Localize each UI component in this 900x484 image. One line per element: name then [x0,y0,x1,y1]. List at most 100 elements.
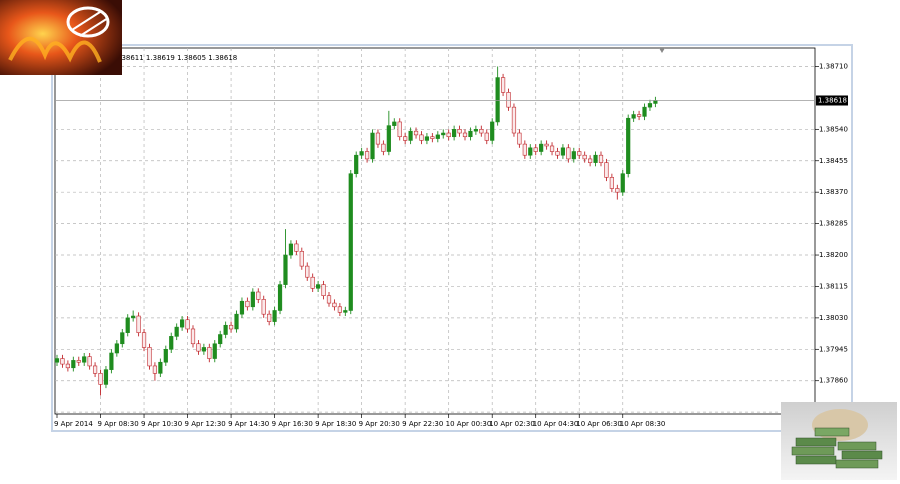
candle-body [539,143,544,152]
candle-body [495,77,500,123]
candle-body [582,154,587,160]
candle-body [190,328,196,345]
plot-area [54,47,816,415]
chart-title: EURUSD,M15 1.38611 1.38619 1.38605 1.386… [66,54,237,62]
candle-body [125,317,130,333]
candle-body [588,158,593,163]
candle-body [98,373,103,385]
candle-body [65,363,70,369]
candle-body [511,106,517,134]
candle-body [435,134,440,139]
candle-body [408,130,413,141]
candle-body [457,129,462,134]
logo-image [0,0,122,75]
candle-body [348,173,353,311]
candle-body [413,130,419,136]
y-tick-label: 1.38200 [819,251,848,259]
candle-body [321,284,326,296]
x-tick-label: 9 Apr 2014 [54,420,93,428]
y-tick-label: 1.37945 [819,345,848,353]
candle-body [136,315,141,333]
candle-body [196,343,201,352]
candle-body [555,151,560,156]
candle-body [294,243,299,252]
candle-body [92,365,98,374]
candle-body [147,347,152,367]
candle-body [163,349,168,363]
candle-body [359,151,364,156]
x-tick-label: 10 Apr 02:30 [489,420,535,428]
candle-body [305,265,310,278]
candle-body [626,117,631,174]
candle-body [571,151,576,160]
y-tick-label: 1.38285 [819,220,848,228]
candle-body [424,136,430,141]
candle-body [228,324,234,330]
x-tick-label: 9 Apr 20:30 [359,420,400,428]
y-tick-label: 1.38370 [819,188,848,196]
candle-body [212,343,217,359]
x-tick-label: 9 Apr 10:30 [141,420,182,428]
candle-body [506,92,511,108]
candle-body [615,188,620,193]
candle-body [207,347,212,359]
y-tick-label: 1.38115 [819,282,848,290]
candle-body [560,147,566,156]
candle-body [71,360,76,369]
candle-body [647,103,653,108]
candle-body [103,369,109,385]
candle-body [310,276,315,289]
candle-body [462,132,468,138]
candle-body [250,291,255,308]
candle-body [403,136,408,141]
candle-body [60,358,65,365]
candle-body [500,77,506,93]
candle-body [386,125,391,152]
x-tick-label: 10 Apr 04:30 [533,420,579,428]
candle-body [326,295,332,304]
x-tick-label: 9 Apr 14:30 [228,420,269,428]
candle-body [653,100,658,104]
candle-body [174,326,179,337]
candle-body [397,121,402,138]
x-tick-label: 10 Apr 06:30 [576,420,622,428]
candle-body [636,114,642,117]
y-tick-label: 1.38455 [819,157,848,165]
y-tick-label: 1.38540 [819,125,848,133]
candle-body [522,143,527,156]
candle-body [631,114,636,119]
candle-body [152,365,158,374]
candle-body [158,361,163,374]
candle-body [392,121,397,126]
x-tick-label: 9 Apr 18:30 [315,420,356,428]
candle-body [54,358,60,363]
current-price-label: 1.38618 [818,96,847,104]
candle-body [299,251,304,267]
y-tick-label: 1.38030 [819,314,848,322]
candle-body [544,143,549,147]
y-tick-label: 1.37860 [819,377,848,385]
candle-body [452,129,457,138]
candle-body [490,121,495,141]
candle-body [375,132,381,145]
candle-body [620,173,625,193]
x-tick-label: 9 Apr 16:30 [272,420,313,428]
current-price-box [816,95,848,106]
candle-body [642,106,647,117]
candle-body [114,343,119,354]
candle-body [76,360,81,363]
candle-body [288,243,294,256]
candle-body [533,147,538,152]
candle-body [598,154,604,163]
candle-body [468,130,473,138]
candle-body [604,162,609,178]
candles [54,66,815,396]
candle-body [201,347,206,352]
candle-body [446,132,451,138]
candle-body [234,313,239,330]
candle-body [343,310,348,313]
candle-body [218,334,223,345]
x-tick-label: 10 Apr 00:30 [446,420,492,428]
